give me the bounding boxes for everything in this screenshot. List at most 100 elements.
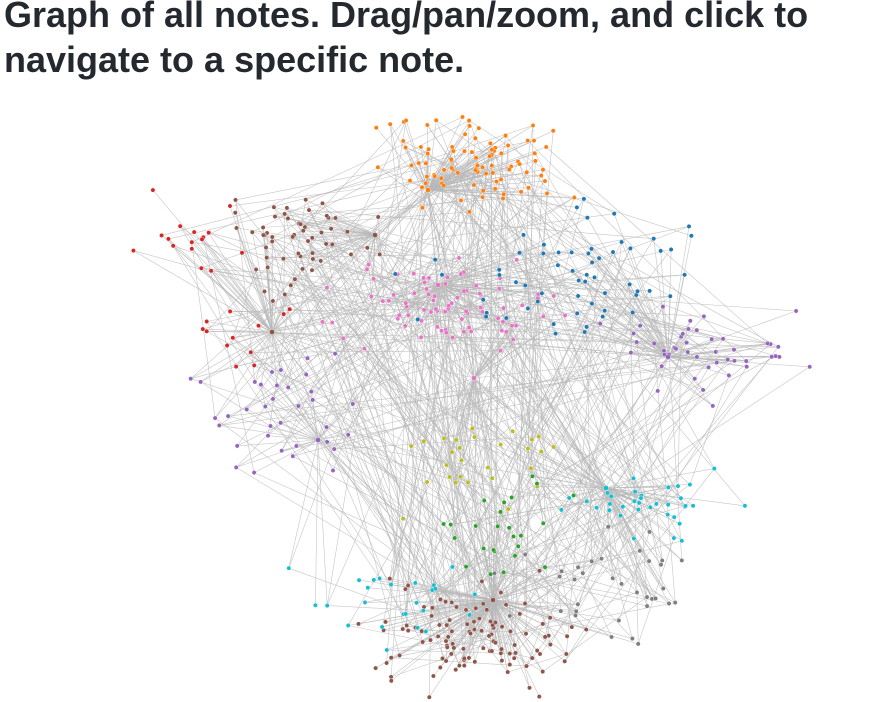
note-node[interactable]: [420, 205, 425, 211]
note-node[interactable]: [473, 167, 478, 173]
note-node[interactable]: [434, 324, 440, 330]
note-node[interactable]: [654, 501, 659, 507]
note-node[interactable]: [408, 162, 414, 168]
note-node[interactable]: [449, 600, 455, 605]
note-node[interactable]: [586, 251, 591, 256]
note-node[interactable]: [498, 650, 504, 656]
note-node[interactable]: [265, 264, 271, 270]
note-node[interactable]: [324, 285, 330, 291]
note-node[interactable]: [571, 492, 576, 498]
note-node[interactable]: [536, 694, 542, 699]
note-node[interactable]: [480, 645, 486, 651]
note-node[interactable]: [466, 118, 472, 124]
note-node[interactable]: [665, 512, 671, 517]
note-node[interactable]: [453, 437, 459, 443]
note-node[interactable]: [686, 223, 692, 229]
note-node[interactable]: [505, 142, 511, 148]
note-node[interactable]: [319, 230, 324, 235]
note-node[interactable]: [232, 210, 238, 216]
note-node[interactable]: [287, 306, 293, 312]
note-node[interactable]: [453, 667, 459, 673]
note-node[interactable]: [659, 558, 665, 563]
note-node[interactable]: [518, 189, 524, 195]
note-node[interactable]: [458, 474, 464, 479]
note-node[interactable]: [491, 547, 496, 553]
note-node[interactable]: [489, 147, 495, 153]
note-node[interactable]: [323, 241, 329, 247]
note-node[interactable]: [443, 658, 449, 664]
note-node[interactable]: [731, 347, 737, 353]
note-node[interactable]: [282, 211, 287, 217]
note-node[interactable]: [675, 483, 681, 489]
note-node[interactable]: [511, 655, 517, 661]
note-node[interactable]: [449, 564, 455, 570]
graph-nodes[interactable]: [130, 114, 813, 700]
note-node[interactable]: [484, 607, 490, 613]
note-node[interactable]: [499, 328, 505, 333]
note-node[interactable]: [671, 535, 677, 541]
note-node[interactable]: [686, 326, 691, 332]
note-node[interactable]: [765, 340, 770, 346]
note-node[interactable]: [285, 384, 291, 390]
note-node[interactable]: [486, 633, 492, 639]
note-node[interactable]: [350, 401, 356, 407]
note-node[interactable]: [807, 364, 813, 370]
note-node[interactable]: [416, 160, 422, 166]
note-node[interactable]: [581, 196, 587, 202]
note-node[interactable]: [408, 443, 414, 449]
note-node[interactable]: [450, 335, 455, 340]
note-node[interactable]: [524, 169, 530, 175]
note-node[interactable]: [634, 339, 640, 345]
note-node[interactable]: [610, 575, 616, 581]
note-node[interactable]: [602, 290, 608, 296]
note-node[interactable]: [498, 590, 504, 595]
note-node[interactable]: [419, 184, 425, 190]
note-node[interactable]: [446, 303, 452, 309]
note-node[interactable]: [330, 468, 336, 473]
note-node[interactable]: [540, 520, 546, 526]
note-node[interactable]: [687, 482, 693, 487]
note-node[interactable]: [706, 364, 711, 370]
note-node[interactable]: [769, 354, 775, 360]
note-node[interactable]: [476, 125, 482, 131]
note-node[interactable]: [300, 266, 305, 272]
note-node[interactable]: [324, 603, 330, 608]
note-node[interactable]: [492, 186, 498, 192]
note-node[interactable]: [711, 466, 717, 471]
note-node[interactable]: [272, 214, 278, 220]
note-node[interactable]: [329, 242, 335, 247]
note-node[interactable]: [472, 434, 477, 440]
note-node[interactable]: [677, 521, 682, 527]
note-node[interactable]: [462, 131, 468, 137]
note-node[interactable]: [509, 495, 514, 500]
note-node[interactable]: [300, 228, 306, 234]
note-node[interactable]: [551, 444, 556, 450]
note-node[interactable]: [563, 651, 569, 657]
note-node[interactable]: [348, 251, 354, 257]
note-node[interactable]: [333, 215, 338, 221]
note-node[interactable]: [407, 178, 413, 184]
note-node[interactable]: [619, 581, 624, 587]
note-node[interactable]: [503, 133, 508, 139]
note-node[interactable]: [436, 622, 442, 628]
note-node[interactable]: [512, 642, 518, 648]
note-node[interactable]: [253, 267, 259, 272]
note-node[interactable]: [569, 624, 575, 630]
note-node[interactable]: [602, 308, 608, 313]
note-node[interactable]: [309, 235, 315, 241]
note-node[interactable]: [496, 267, 502, 273]
note-node[interactable]: [278, 367, 284, 373]
note-node[interactable]: [679, 538, 685, 544]
note-node[interactable]: [433, 306, 439, 312]
note-node[interactable]: [397, 653, 402, 658]
note-node[interactable]: [425, 187, 431, 193]
note-node[interactable]: [599, 556, 604, 562]
note-node[interactable]: [371, 276, 376, 282]
note-node[interactable]: [461, 663, 467, 668]
note-node[interactable]: [371, 577, 377, 583]
note-node[interactable]: [690, 503, 696, 509]
note-node[interactable]: [466, 209, 472, 215]
note-node[interactable]: [435, 634, 441, 639]
note-node[interactable]: [647, 529, 652, 535]
note-node[interactable]: [498, 442, 504, 447]
